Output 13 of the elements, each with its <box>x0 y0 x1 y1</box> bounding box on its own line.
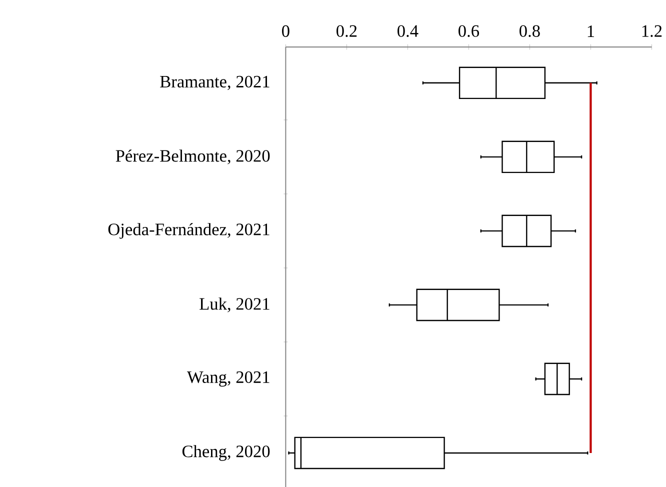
x-tick-label: 0.6 <box>458 25 480 37</box>
y-tick-label: Cheng, 2020 <box>182 445 270 461</box>
y-tick-label: Wang, 2021 <box>187 371 270 387</box>
x-tick-label: 1 <box>588 26 594 37</box>
x-tick-label: 0 <box>282 25 290 37</box>
y-tick-label: Pérez-Belmonte, 2020 <box>116 150 270 164</box>
x-tick-label: 0.2 <box>336 25 357 37</box>
x-tick-label: 0.8 <box>520 25 540 37</box>
y-tick-label: Ojeda-Fernández, 2021 <box>108 223 270 239</box>
x-tick-label: 0.4 <box>398 25 418 37</box>
y-tick-label: Bramante, 2021 <box>160 76 270 90</box>
y-tick-label: Luk, 2021 <box>200 298 270 312</box>
x-tick-label: 1.2 <box>642 25 662 37</box>
